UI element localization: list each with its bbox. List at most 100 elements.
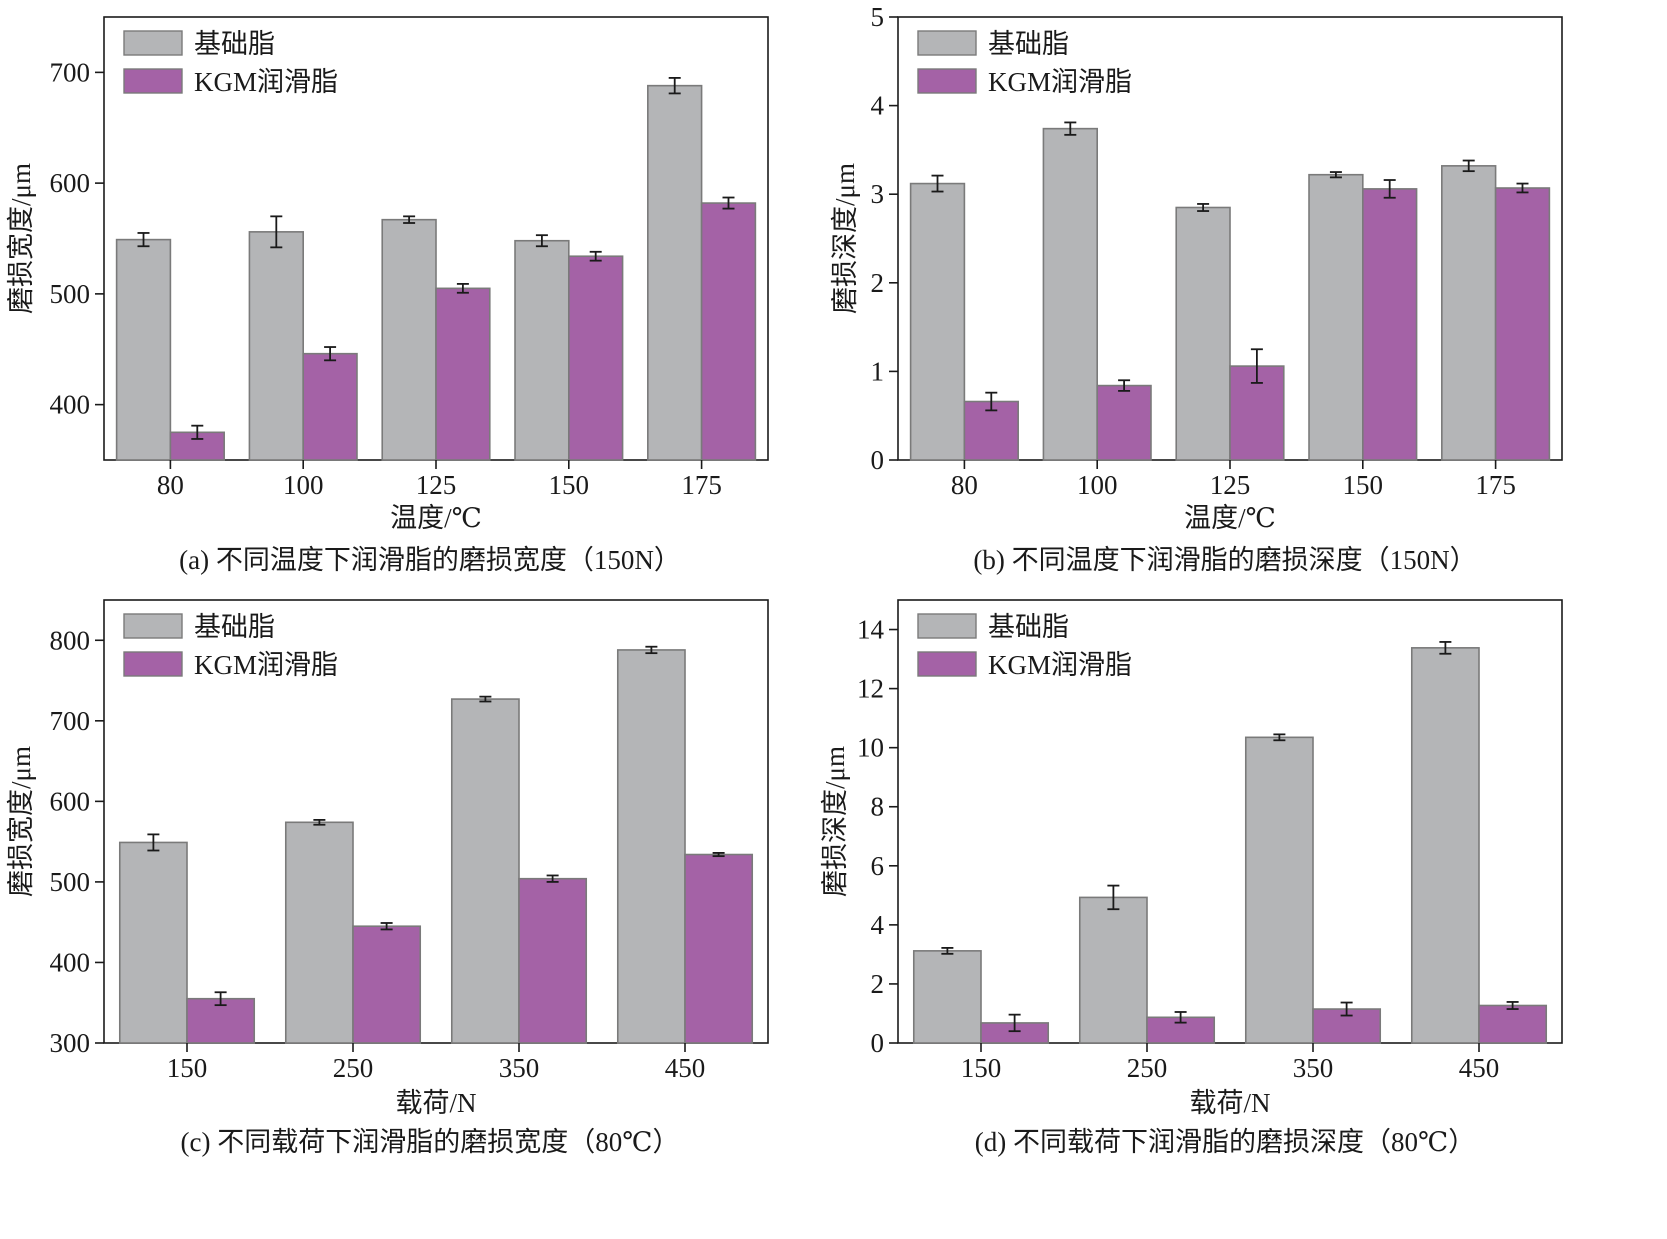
legend-swatch-kgm-grease xyxy=(123,651,183,677)
plot-frame xyxy=(897,599,1563,1044)
y-tick-label: 12 xyxy=(857,674,884,704)
legend-label: 基础脂 xyxy=(988,29,1069,59)
x-axis-title: 温度/℃ xyxy=(390,503,482,533)
x-axis-title: 载荷/N xyxy=(1190,1088,1271,1118)
panel-caption: (c) 不同载荷下润滑脂的磨损宽度（80℃） xyxy=(181,1127,680,1157)
y-tick-label: 1 xyxy=(871,356,885,386)
y-tick-label: 4 xyxy=(871,910,885,940)
y-tick-label: 800 xyxy=(50,625,91,655)
legend-swatch-base-grease xyxy=(917,613,977,639)
x-tick-label: 125 xyxy=(1210,470,1251,500)
bar-kgm-grease xyxy=(518,877,588,1044)
y-tick-label: 700 xyxy=(50,57,91,87)
bar-base-grease xyxy=(118,841,188,1044)
y-tick-label: 400 xyxy=(50,390,91,420)
bar-base-grease xyxy=(381,218,437,461)
x-tick-label: 450 xyxy=(1459,1053,1500,1083)
y-tick-label: 3 xyxy=(871,179,885,209)
legend-label: KGM润滑脂 xyxy=(194,67,338,97)
x-axis-title: 载荷/N xyxy=(396,1088,477,1118)
bar-base-grease xyxy=(1175,206,1231,461)
legend-label: 基础脂 xyxy=(988,612,1069,642)
legend-swatch-kgm-grease xyxy=(123,68,183,94)
x-tick-label: 100 xyxy=(283,470,324,500)
legend-label: KGM润滑脂 xyxy=(988,67,1132,97)
legend-label: KGM润滑脂 xyxy=(988,650,1132,680)
y-tick-label: 5 xyxy=(871,2,885,32)
bar-kgm-grease xyxy=(700,202,757,461)
y-tick-label: 600 xyxy=(50,786,91,816)
bar-kgm-grease xyxy=(1478,1004,1548,1044)
y-tick-label: 10 xyxy=(857,733,884,763)
bar-kgm-grease xyxy=(186,997,256,1044)
bar-base-grease xyxy=(284,821,354,1044)
x-tick-label: 450 xyxy=(665,1053,706,1083)
panel-d: 0 2 4 6 8 10 12 14 150 250 350 450 磨损深度/μm 载荷/N (d) 不同… xyxy=(820,599,1563,1157)
y-axis-title: 磨损宽度/μm xyxy=(6,746,36,897)
y-tick-label: 2 xyxy=(871,969,885,999)
y-axis-title: 磨损深度/μm xyxy=(820,746,850,897)
panel-caption: (d) 不同载荷下润滑脂的磨损深度（80℃） xyxy=(975,1127,1475,1157)
x-tick-label: 150 xyxy=(961,1053,1002,1083)
bar-base-grease xyxy=(912,950,982,1044)
y-tick-label: 6 xyxy=(871,851,885,881)
x-tick-label: 350 xyxy=(499,1053,540,1083)
x-tick-label: 80 xyxy=(951,470,978,500)
y-tick-label: 400 xyxy=(50,947,91,977)
x-tick-label: 250 xyxy=(1127,1053,1168,1083)
bar-base-grease xyxy=(1078,896,1148,1044)
y-tick-label: 14 xyxy=(857,615,885,645)
bar-kgm-grease xyxy=(1362,188,1418,461)
legend-label: 基础脂 xyxy=(194,612,275,642)
y-tick-label: 4 xyxy=(871,91,885,121)
legend-label: 基础脂 xyxy=(194,29,275,59)
bar-base-grease xyxy=(1042,127,1099,461)
bar-base-grease xyxy=(248,231,305,461)
legend-swatch-base-grease xyxy=(917,30,977,56)
bar-base-grease xyxy=(450,698,520,1044)
bar-kgm-grease xyxy=(684,853,754,1044)
x-tick-label: 100 xyxy=(1077,470,1118,500)
panel-a: 400 500 600 700 80 100 125 150 175 磨损宽度/μm 温度/℃ (a)… xyxy=(6,16,769,575)
bar-kgm-grease xyxy=(435,287,491,461)
bar-base-grease xyxy=(514,239,570,461)
y-tick-label: 700 xyxy=(50,706,91,736)
panel-b: 0 1 2 3 4 5 80 100 125 150 175 磨损深度/μm 温度/℃ (b) 不同温度下… xyxy=(830,2,1563,575)
x-tick-label: 125 xyxy=(416,470,457,500)
x-tick-label: 80 xyxy=(157,470,184,500)
y-tick-label: 8 xyxy=(871,792,885,822)
x-axis-title: 温度/℃ xyxy=(1184,503,1276,533)
x-tick-label: 350 xyxy=(1293,1053,1334,1083)
legend-label: KGM润滑脂 xyxy=(194,650,338,680)
bar-kgm-grease xyxy=(1096,384,1152,461)
bar-base-grease xyxy=(1244,736,1314,1044)
bar-base-grease xyxy=(616,649,686,1044)
legend-swatch-base-grease xyxy=(123,30,183,56)
bar-kgm-grease xyxy=(302,352,358,461)
x-tick-label: 150 xyxy=(549,470,590,500)
y-tick-label: 500 xyxy=(50,279,91,309)
panel-caption: (b) 不同温度下润滑脂的磨损深度（150N） xyxy=(973,545,1476,575)
y-tick-label: 2 xyxy=(871,268,885,298)
bar-base-grease xyxy=(115,238,172,461)
bar-base-grease xyxy=(647,84,703,461)
legend-swatch-kgm-grease xyxy=(917,68,977,94)
bar-base-grease xyxy=(1308,173,1364,461)
y-tick-label: 500 xyxy=(50,867,91,897)
bar-base-grease xyxy=(1410,647,1480,1044)
x-tick-label: 175 xyxy=(681,470,722,500)
panel-c: 300 400 500 600 700 800 150 250 350 450 磨损宽度/μm 载荷/… xyxy=(6,599,769,1157)
y-tick-label: 0 xyxy=(871,1028,885,1058)
y-axis-title: 磨损宽度/μm xyxy=(6,163,36,314)
panel-caption: (a) 不同温度下润滑脂的磨损宽度（150N） xyxy=(179,545,681,575)
y-tick-label: 0 xyxy=(871,445,885,475)
y-tick-label: 600 xyxy=(50,168,91,198)
y-axis-title: 磨损深度/μm xyxy=(830,163,860,314)
x-tick-label: 150 xyxy=(1343,470,1384,500)
x-tick-label: 250 xyxy=(333,1053,374,1083)
x-tick-label: 175 xyxy=(1475,470,1516,500)
bar-base-grease xyxy=(1441,165,1497,461)
y-tick-label: 300 xyxy=(50,1028,91,1058)
bar-kgm-grease xyxy=(1494,187,1551,461)
